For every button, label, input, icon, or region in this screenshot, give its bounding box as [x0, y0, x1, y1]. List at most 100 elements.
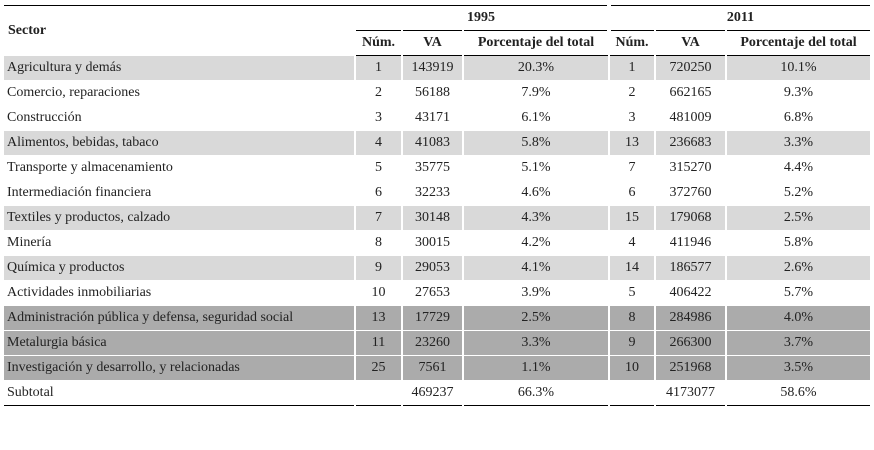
value-cell: 35775 — [401, 155, 463, 181]
column-header: VA — [654, 30, 726, 56]
value-cell: 4.0% — [724, 305, 871, 331]
table-row: Subtotal 469237 66.3% 4173077 58.6% — [4, 380, 871, 406]
value-cell: 411946 — [654, 230, 726, 256]
table-row: Actividades inmobiliarias 10 27653 3.9% 5 406… — [4, 280, 871, 306]
value-cell: 10 — [354, 280, 402, 306]
value-cell: 9.3% — [724, 80, 871, 106]
group-header: 1995 — [355, 5, 609, 31]
value-cell: 15 — [608, 205, 655, 231]
value-cell: 1.1% — [462, 355, 609, 381]
value-cell: 4.1% — [462, 255, 609, 281]
value-cell: 5.8% — [462, 130, 609, 156]
value-cell: 406422 — [654, 280, 726, 306]
value-cell: 5 — [354, 155, 402, 181]
sector-cell: Textiles y productos, calzado — [4, 205, 355, 231]
value-cell: 17729 — [401, 305, 463, 331]
value-cell: 4 — [354, 130, 402, 156]
sector-cell: Construcción — [4, 105, 355, 131]
value-cell: 3.3% — [462, 330, 609, 356]
column-header: Núm. — [354, 30, 402, 56]
value-cell: 251968 — [654, 355, 726, 381]
value-cell: 10 — [608, 355, 655, 381]
table-row: Alimentos, bebidas, tabaco 4 41083 5.8% 13 23… — [4, 130, 871, 156]
sector-cell: Química y productos — [4, 255, 355, 281]
table-row: Minería 8 30015 4.2% 4 411946 5.8% — [4, 230, 871, 256]
value-cell: 4173077 — [654, 380, 726, 406]
value-cell: 3.7% — [724, 330, 871, 356]
sector-cell: Minería — [4, 230, 355, 256]
sector-cell: Investigación y desarrollo, y relacionad… — [4, 355, 355, 381]
value-cell: 14 — [608, 255, 655, 281]
value-cell: 4.4% — [724, 155, 871, 181]
value-cell: 2.5% — [462, 305, 609, 331]
value-cell: 720250 — [654, 55, 726, 81]
value-cell: 8 — [608, 305, 655, 331]
sector-cell: Administración pública y defensa, seguri… — [4, 305, 355, 331]
data-table: Sector 1995 2011 Núm. VA Porcentaje del to… — [4, 5, 871, 406]
value-cell: 315270 — [654, 155, 726, 181]
value-cell: 481009 — [654, 105, 726, 131]
value-cell: 11 — [354, 330, 402, 356]
sector-cell: Transporte y almacenamiento — [4, 155, 355, 181]
value-cell: 9 — [608, 330, 655, 356]
table-row: Metalurgia básica 11 23260 3.3% 9 266300 3.7% — [4, 330, 871, 356]
value-cell: 41083 — [401, 130, 463, 156]
value-cell: 266300 — [654, 330, 726, 356]
value-cell: 179068 — [654, 205, 726, 231]
table-row: Transporte y almacenamiento 5 35775 5.1% 7 31… — [4, 155, 871, 181]
value-cell: 66.3% — [462, 380, 609, 406]
value-cell: 20.3% — [462, 55, 609, 81]
value-cell: 5 — [608, 280, 655, 306]
value-cell: 1 — [608, 55, 655, 81]
value-cell: 5.8% — [724, 230, 871, 256]
value-cell: 7 — [354, 205, 402, 231]
value-cell: 29053 — [401, 255, 463, 281]
sector-header: Sector — [4, 5, 355, 56]
table-row: Intermediación financiera 6 32233 4.6% 6 3727… — [4, 180, 871, 206]
sector-cell: Comercio, reparaciones — [4, 80, 355, 106]
value-cell: 6.8% — [724, 105, 871, 131]
value-cell: 30148 — [401, 205, 463, 231]
value-cell: 6 — [608, 180, 655, 206]
value-cell: 2.5% — [724, 205, 871, 231]
value-cell: 5.7% — [724, 280, 871, 306]
value-cell — [354, 380, 402, 406]
sector-cell: Alimentos, bebidas, tabaco — [4, 130, 355, 156]
column-header: Porcentaje del total — [724, 30, 871, 56]
value-cell: 2 — [608, 80, 655, 106]
value-cell: 43171 — [401, 105, 463, 131]
value-cell: 10.1% — [724, 55, 871, 81]
value-cell: 7561 — [401, 355, 463, 381]
table-row: Agricultura y demás 1 143919 20.3% 1 720250 10… — [4, 55, 871, 81]
group-header: 2011 — [606, 5, 871, 31]
value-cell: 4.6% — [462, 180, 609, 206]
value-cell: 32233 — [401, 180, 463, 206]
value-cell: 6.1% — [462, 105, 609, 131]
value-cell: 143919 — [401, 55, 463, 81]
table-row: Comercio, reparaciones 2 56188 7.9% 2 662165 9… — [4, 80, 871, 106]
column-header: Núm. — [608, 30, 655, 56]
sector-cell: Actividades inmobiliarias — [4, 280, 355, 306]
value-cell: 3 — [608, 105, 655, 131]
sector-cell: Metalurgia básica — [4, 330, 355, 356]
value-cell: 1 — [354, 55, 402, 81]
column-header: VA — [401, 30, 463, 56]
value-cell: 3.3% — [724, 130, 871, 156]
value-cell: 58.6% — [724, 380, 871, 406]
value-cell: 284986 — [654, 305, 726, 331]
table-row: Investigación y desarrollo, y relacionad… — [4, 355, 871, 381]
value-cell: 25 — [354, 355, 402, 381]
value-cell: 4.3% — [462, 205, 609, 231]
value-cell: 3.9% — [462, 280, 609, 306]
value-cell: 7 — [608, 155, 655, 181]
sector-cell: Intermediación financiera — [4, 180, 355, 206]
value-cell: 2 — [354, 80, 402, 106]
sector-cell: Agricultura y demás — [4, 55, 355, 81]
value-cell: 4 — [608, 230, 655, 256]
value-cell: 4.2% — [462, 230, 609, 256]
value-cell: 469237 — [401, 380, 463, 406]
table-row: Administración pública y defensa, seguri… — [4, 305, 871, 331]
value-cell: 3.5% — [724, 355, 871, 381]
value-cell: 9 — [354, 255, 402, 281]
